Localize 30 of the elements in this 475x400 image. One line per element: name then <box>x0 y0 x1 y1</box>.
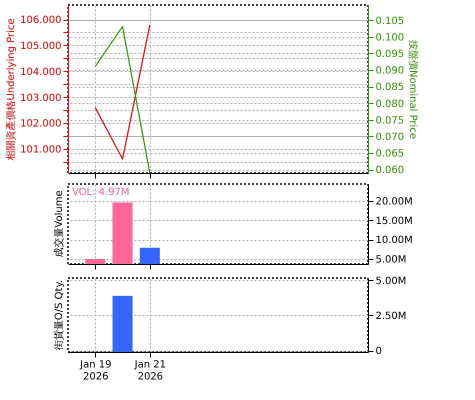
y-axis-title: 街貨量O/S Qty. <box>53 280 65 350</box>
y2-tick-label: 0.100 <box>376 32 404 44</box>
y-tick-label: 101.000 <box>20 144 62 156</box>
x-tick-label: Jan 21 2026 <box>134 360 166 382</box>
y2-tick-label: 0.075 <box>376 115 404 126</box>
y-axis-title: 成交量Volume <box>53 190 65 258</box>
x-tick-label: Jan 19 2026 <box>79 360 112 382</box>
y2-tick-label: 0.085 <box>376 82 404 94</box>
annotation: VOL: 4.97M <box>72 187 130 198</box>
y2-tick-label: 0.070 <box>376 132 404 143</box>
y-tick-label: 5.00M <box>376 276 406 287</box>
y2-axis-title: 按盤價Nominal Price <box>407 40 420 139</box>
y2-tick-label: 0.095 <box>376 48 404 60</box>
y-tick-label: 15.00M <box>376 216 413 227</box>
y2-tick-label: 0.090 <box>376 66 404 77</box>
y-tick-label: 20.00M <box>376 196 413 208</box>
y-tick-label: 103.000 <box>20 92 62 104</box>
y-tick-label: 105.000 <box>20 40 62 52</box>
y-tick-label: 0 <box>376 346 382 358</box>
y-tick-label: 5.00M <box>376 254 406 266</box>
y-tick-label: 102.000 <box>20 118 62 130</box>
y-axis-title: 相關資產價格Underlying Price <box>5 18 18 161</box>
y2-tick-label: 0.060 <box>376 165 404 176</box>
y2-tick-label: 0.105 <box>376 16 404 27</box>
y-tick-label: 106.000 <box>20 15 62 26</box>
y-tick-label: 10.00M <box>376 235 413 246</box>
y2-tick-label: 0.065 <box>376 148 404 160</box>
y-tick-label: 2.50M <box>376 310 406 322</box>
y2-tick-label: 0.080 <box>376 98 404 110</box>
y-tick-label: 104.000 <box>20 66 62 78</box>
